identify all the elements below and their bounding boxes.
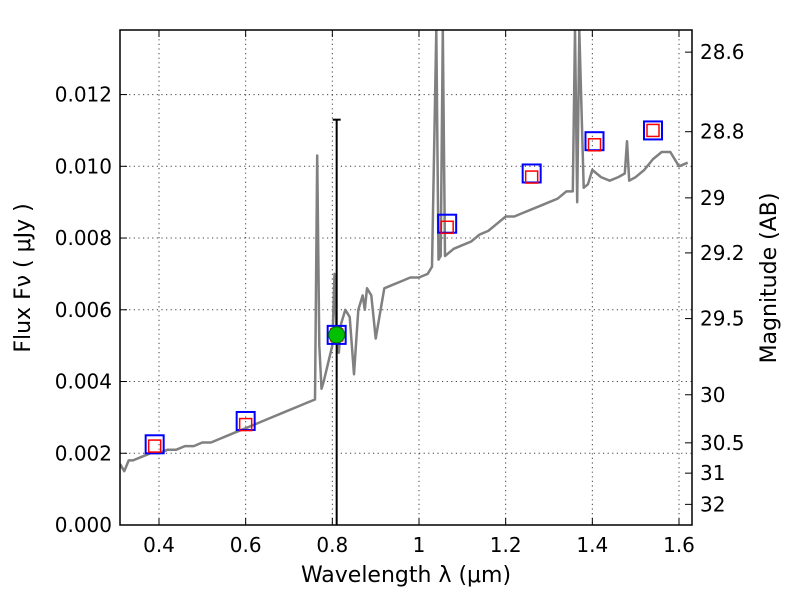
mag-tick-label: 28.8 [700,120,745,144]
model-point [147,439,162,453]
y-tick-label: 0.002 [55,441,112,465]
model-point [440,220,454,235]
observed-point [326,324,347,345]
mag-tick-label: 31 [700,461,725,485]
plot-area [120,30,689,525]
x-tick-label: 0.6 [230,533,262,557]
x-tick-label: 0.8 [316,533,348,557]
mag-tick-label: 29.5 [700,307,745,331]
y-axis-title: Flux Fν ( μJy ) [11,203,36,352]
spectrum-line [120,30,689,473]
observed-point [643,120,663,141]
mag-tick-label: 29 [700,186,725,210]
axis-ticks: 0.4 0.6 0.8 1 1.2 1.4 1.6 0.000 0.002 0.004 0.006 0… [55,30,745,557]
model-point [587,138,602,152]
y2-axis-title: Magnitude (AB) [757,193,782,364]
x-tick-label: 1.2 [490,533,522,557]
detection-point [328,326,346,344]
x-tick-label: 0.4 [143,533,175,557]
series-group [120,30,689,525]
y-tick-label: 0.008 [55,226,112,250]
mag-tick-label: 30 [700,383,725,407]
y-tick-label: 0.010 [55,154,112,178]
x-axis-title: Wavelength λ (μm) [301,563,511,588]
x-tick-label: 1.4 [576,533,608,557]
plot-frame [119,29,693,526]
mag-tick-label: 32 [700,492,725,516]
model-point [646,123,660,138]
observed-point [144,434,165,455]
x-tick-label: 1.6 [663,533,695,557]
model-point [238,417,253,432]
mag-tick-label: 30.5 [700,431,745,455]
y-tick-label: 0.000 [55,513,112,537]
y-tick-label: 0.012 [55,83,112,107]
x-tick-label: 1 [413,533,426,557]
grid-lines [120,30,692,525]
mag-tick-label: 29.2 [700,241,745,265]
mag-tick-label: 28.6 [700,40,745,64]
y-tick-label: 0.006 [55,298,112,322]
model-point [524,170,539,184]
y-tick-label: 0.004 [55,370,112,394]
